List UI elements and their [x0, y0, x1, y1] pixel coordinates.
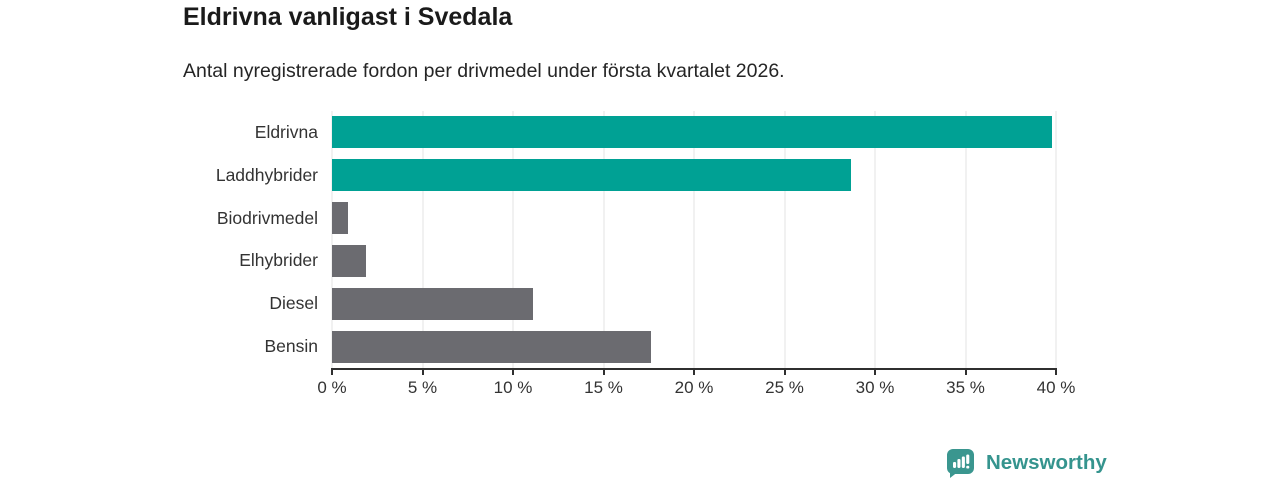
newsworthy-logo-icon [947, 449, 974, 478]
category-label: Elhybrider [239, 250, 318, 271]
gridline [1055, 111, 1057, 368]
tick-label: 15 % [584, 378, 623, 397]
gridline [422, 111, 423, 368]
chart-subtitle: Antal nyregistrerade fordon per drivmede… [183, 60, 785, 82]
brand-footer: Newsworthy [944, 446, 1107, 479]
gridline [965, 111, 966, 368]
tick-mark [964, 368, 967, 375]
bar-row: Elhybrider [239, 239, 1056, 282]
tick-mark [512, 368, 514, 375]
tick-mark [874, 368, 876, 375]
tick-mark [1055, 368, 1057, 375]
bar-laddhybrider [332, 159, 852, 192]
tick-label: 40 % [1036, 378, 1076, 397]
gridline [784, 111, 785, 368]
tick-mark [783, 368, 786, 375]
bar-row: Diesel [269, 282, 1056, 325]
bar-row: Eldrivna [255, 111, 1056, 154]
bar-row: Biodrivmedel [217, 197, 1056, 240]
tick-label: 30 % [855, 378, 895, 397]
gridline [693, 111, 695, 368]
brand-name: Newsworthy [986, 450, 1107, 474]
category-label: Biodrivmedel [216, 207, 318, 228]
bar-elhybrider [332, 244, 367, 277]
bar-diesel [332, 287, 533, 320]
bar-row: Bensin [264, 325, 1056, 368]
gridline [603, 111, 604, 368]
tick-mark [602, 368, 605, 375]
bar-row: Laddhybrider [216, 154, 1056, 197]
chart-title: Eldrivna vanligast i Svedala [183, 3, 513, 31]
x-axis-line [332, 368, 1056, 370]
tick-label: 25 % [765, 378, 804, 397]
tick-mark [421, 368, 424, 375]
gridline [512, 111, 514, 368]
bar-eldrivna [332, 116, 1053, 149]
tick-label: 0 % [317, 378, 347, 397]
bar-biodrivmedel [332, 202, 349, 235]
bar-bensin [332, 330, 651, 363]
category-label: Bensin [264, 336, 318, 357]
tick-mark [693, 368, 695, 375]
category-label: Diesel [269, 293, 318, 314]
tick-mark [331, 368, 333, 375]
tick-label: 10 % [493, 378, 533, 397]
plot-area: Eldrivna Laddhybrider Biodrivmedel Elhybrid… [216, 111, 1057, 370]
tick-label: 5 % [407, 378, 438, 397]
tick-label: 20 % [674, 378, 714, 397]
tick-label: 35 % [946, 378, 985, 397]
gridline [331, 111, 333, 368]
category-label: Laddhybrider [215, 164, 318, 185]
x-axis-ticks: 0 % 5 % 10 % 15 % 20 % 25 % 30 % 35 % 40 % [317, 368, 1075, 408]
category-label: Eldrivna [254, 121, 318, 142]
bar-rows: Eldrivna Laddhybrider Biodrivmedel Elhybrid… [216, 111, 1056, 368]
gridline [874, 111, 876, 368]
